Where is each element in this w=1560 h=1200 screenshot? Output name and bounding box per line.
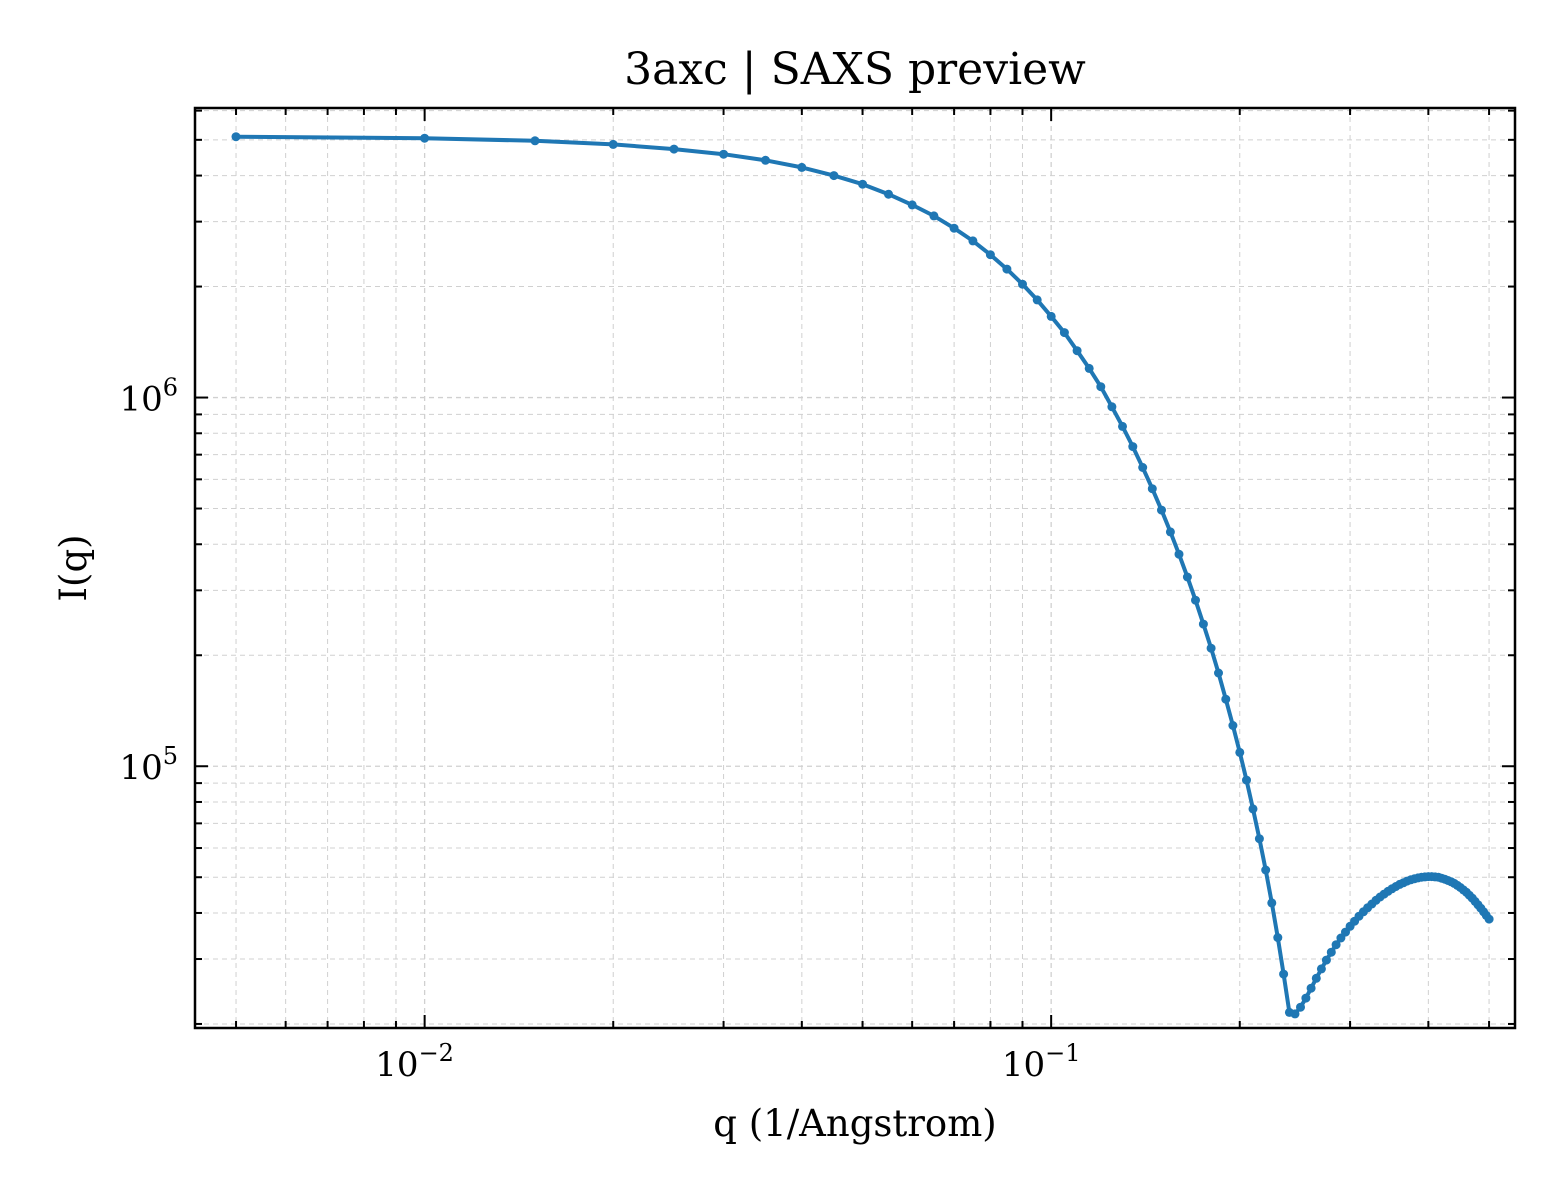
data-point — [929, 211, 939, 221]
data-point — [1198, 619, 1208, 629]
data-point — [1290, 1009, 1300, 1019]
data-point — [1221, 694, 1231, 704]
data-point — [1306, 983, 1316, 993]
plot-frame — [193, 106, 1517, 1030]
data-point — [829, 171, 839, 181]
data-point — [1214, 668, 1223, 678]
data-point — [1191, 595, 1200, 605]
data-point — [1273, 933, 1283, 943]
data-point — [1118, 421, 1127, 431]
data-point — [1261, 865, 1271, 875]
y-tick-label: 106 — [119, 374, 178, 420]
data-point — [949, 223, 959, 233]
data-point — [1321, 955, 1331, 965]
data-point — [1242, 775, 1251, 785]
data-point — [1326, 947, 1336, 957]
data-point — [1296, 1002, 1305, 1012]
data-point — [1254, 834, 1264, 844]
data-point — [1316, 964, 1326, 974]
data-point — [608, 139, 618, 149]
chart-title: 3axc | SAXS preview — [624, 44, 1086, 95]
y-axis-label: I(q) — [52, 534, 95, 601]
data-point — [1311, 973, 1321, 983]
data-point — [1235, 747, 1245, 757]
data-point — [1002, 264, 1012, 274]
data-point — [858, 179, 868, 189]
data-point — [420, 133, 430, 143]
data-point — [1032, 295, 1042, 305]
y-tick-label: 105 — [119, 742, 178, 788]
data-point — [1128, 442, 1138, 452]
data-point — [1072, 346, 1082, 356]
data-point — [1096, 382, 1106, 392]
data-point — [1206, 643, 1216, 653]
data-point — [1331, 940, 1341, 950]
data-point — [1267, 898, 1277, 908]
data-point — [719, 149, 729, 159]
data-point — [530, 136, 540, 146]
data-point — [231, 132, 241, 142]
data-point — [1046, 311, 1056, 321]
data-point — [1157, 505, 1166, 515]
data-point — [669, 144, 679, 154]
x-tick-label: 10−2 — [375, 1039, 454, 1085]
x-tick-label: 10−1 — [1002, 1039, 1081, 1085]
data-point — [1484, 914, 1494, 924]
data-point — [884, 189, 893, 199]
series-layer — [231, 132, 1494, 1019]
data-point — [1165, 527, 1175, 537]
data-point — [1248, 804, 1258, 814]
x-axis-label: q (1/Angstrom) — [713, 1102, 996, 1145]
data-point — [797, 162, 807, 172]
data-point — [1059, 328, 1069, 338]
data-point — [1279, 969, 1289, 979]
data-point — [907, 200, 917, 210]
data-point — [1228, 721, 1238, 730]
data-point — [1107, 402, 1117, 412]
data-point — [1182, 572, 1192, 582]
data-point — [1147, 484, 1157, 494]
data-point — [985, 250, 995, 260]
data-point — [968, 236, 978, 246]
grid — [195, 108, 1515, 1028]
data-point — [1301, 993, 1311, 1003]
data-point — [1018, 279, 1027, 289]
data-point — [1084, 363, 1094, 373]
data-point — [1138, 463, 1148, 472]
data-point — [761, 155, 770, 165]
data-point — [1174, 549, 1184, 559]
